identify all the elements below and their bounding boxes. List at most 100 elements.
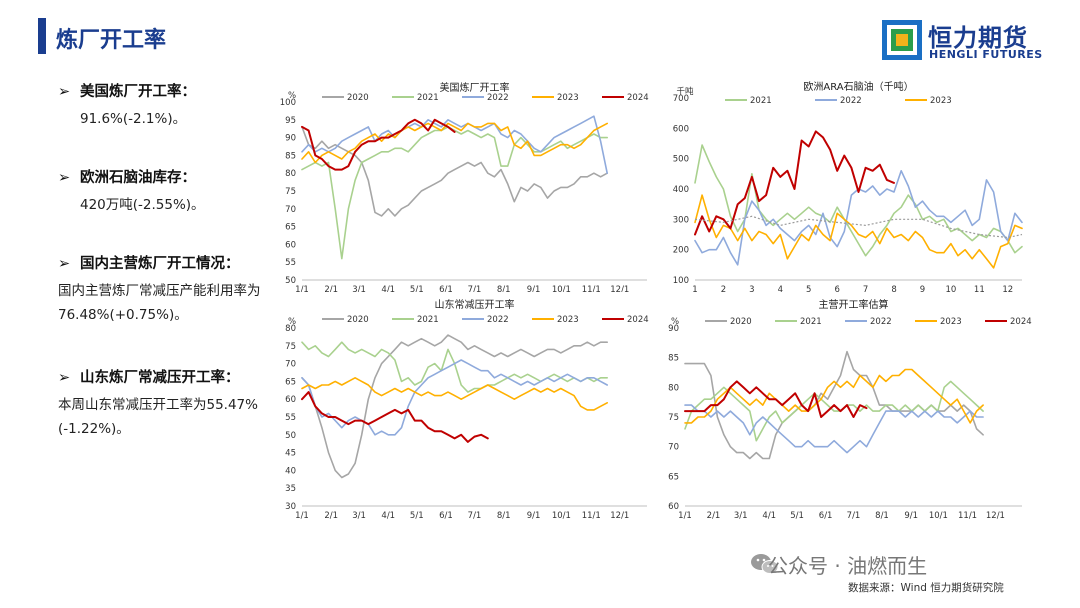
y-tick-label: 60 <box>285 395 296 405</box>
x-tick-label: 10 <box>945 285 956 292</box>
y-tick-label: 65 <box>285 223 296 233</box>
x-tick-label: 5 <box>806 285 811 292</box>
y-tick-label: 65 <box>285 377 296 387</box>
legend-label: 2023 <box>557 93 579 103</box>
x-tick-label: 9/1 <box>527 285 541 292</box>
x-tick-label: 9/1 <box>904 511 918 521</box>
x-tick-label: 11/1 <box>582 511 601 521</box>
x-tick-label: 9/1 <box>527 511 541 521</box>
series-line-2023 <box>301 377 609 411</box>
legend-label: 2021 <box>417 93 439 103</box>
x-tick-label: 4 <box>778 285 783 292</box>
arrow-bullet-icon: ➢ <box>58 256 71 272</box>
x-tick-label: 4/1 <box>381 511 395 521</box>
legend-label: 2021 <box>800 317 822 327</box>
x-tick-label: 1/1 <box>678 511 692 521</box>
legend-label: 2024 <box>1010 317 1032 327</box>
legend-label: 2023 <box>557 315 579 325</box>
x-tick-label: 3/1 <box>352 511 366 521</box>
y-tick-label: 60 <box>285 240 296 250</box>
x-tick-label: 12/1 <box>610 511 629 521</box>
bullet-us-refinery: ➢ 美国炼厂开工率： 91.6%(-2.1%)。 <box>58 80 288 131</box>
x-tick-label: 12/1 <box>610 285 629 292</box>
series-line-2022 <box>301 115 609 174</box>
y-tick-label: 80 <box>285 169 296 179</box>
chart-eu-naphtha-stock: 欧洲ARA石脑油（千吨） 千吨 100 200 300 400 500 600 700 1 2 3 4 5… <box>655 80 1035 292</box>
x-tick-label: 6/1 <box>819 511 833 521</box>
series-line-2024 <box>684 380 868 418</box>
watermark-text: 公众号 · 油燃而生 <box>768 554 928 578</box>
x-tick-label: 10/1 <box>552 511 571 521</box>
y-tick-label: 70 <box>668 443 679 453</box>
chart-svg: 主营开工率估算% 60 65 70 75 80 85 90 1/1 2/1 3/1 4/1 5/1 6/1… <box>668 298 1032 521</box>
y-tick-label: 60 <box>668 502 679 512</box>
bullet-domestic-refinery: ➢ 国内主营炼厂开工情况： 国内主营炼厂常减压产能利用率为76.48%(+0.75… <box>58 252 288 327</box>
company-logo: 恒力期货 HENGLI FUTURES <box>882 20 1052 66</box>
x-tick-label: 3/1 <box>352 285 366 292</box>
series-line-2023 <box>694 194 1023 269</box>
wechat-icon <box>751 554 779 574</box>
bullet-shandong-refinery: ➢ 山东炼厂常减压开工率： 本周山东常减压开工率为55.47%(-1.22%)。 <box>58 366 288 441</box>
page-title: 炼厂开工率 <box>56 28 167 53</box>
chart-us-refinery-rate: 美国炼厂开工率% 50 55 60 65 70 75 80 85 90 95 100 1/1 2/1 3/1… <box>262 80 657 292</box>
logo-english-name: HENGLI FUTURES <box>929 48 1043 61</box>
x-tick-label: 1 <box>692 285 697 292</box>
x-tick-label: 2/1 <box>324 511 338 521</box>
y-tick-label: 200 <box>673 246 689 256</box>
series-line-2022 <box>684 404 984 454</box>
series-line-2024 <box>301 391 489 443</box>
x-tick-label: 10/1 <box>929 511 948 521</box>
legend-label: 2023 <box>930 96 952 106</box>
y-tick-label: 600 <box>673 124 689 134</box>
x-tick-label: 1/1 <box>295 285 309 292</box>
x-tick-label: 6/1 <box>439 285 453 292</box>
x-tick-label: 3/1 <box>734 511 748 521</box>
x-tick-label: 3 <box>749 285 754 292</box>
x-tick-label: 10/1 <box>552 285 571 292</box>
y-axis-label: 千吨 <box>676 86 694 97</box>
x-tick-label: 4/1 <box>381 285 395 292</box>
bullet-body: 91.6%(-2.1%)。 <box>80 111 187 127</box>
x-tick-label: 2 <box>721 285 726 292</box>
y-axis-label: % <box>288 317 296 327</box>
y-axis-label: % <box>671 317 679 327</box>
x-tick-label: 7 <box>863 285 868 292</box>
y-tick-label: 75 <box>285 187 296 197</box>
bullet-heading: 山东炼厂常减压开工率： <box>80 370 240 386</box>
y-tick-label: 80 <box>285 324 296 334</box>
chart-state-refinery-rate: 主营开工率估算% 60 65 70 75 80 85 90 1/1 2/1 3/1 4/1 5/1 6/1… <box>655 298 1035 528</box>
chart-svg: 美国炼厂开工率% 50 55 60 65 70 75 80 85 90 95 100 1/1 2/1 3/1… <box>280 81 649 292</box>
arrow-bullet-icon: ➢ <box>58 370 71 386</box>
series-line-2024 <box>694 130 895 236</box>
series-line-2021 <box>694 144 1023 257</box>
y-tick-label: 35 <box>285 484 296 494</box>
x-tick-label: 7/1 <box>468 511 482 521</box>
series-line-2023 <box>301 122 609 164</box>
y-tick-label: 55 <box>285 413 296 423</box>
y-tick-label: 100 <box>280 98 296 108</box>
y-tick-label: 400 <box>673 185 689 195</box>
legend-label: 2021 <box>417 315 439 325</box>
x-tick-label: 4/1 <box>762 511 776 521</box>
x-tick-label: 11 <box>974 285 985 292</box>
data-source-text: 数据来源：Wind 恒力期货研究院 <box>848 582 1004 594</box>
x-tick-label: 8/1 <box>875 511 889 521</box>
y-axis-label: % <box>288 91 296 101</box>
bullet-body: 本周山东常减压开工率为55.47%(-1.22%)。 <box>58 397 258 437</box>
x-tick-label: 9 <box>920 285 925 292</box>
x-tick-label: 7/1 <box>468 285 482 292</box>
y-tick-label: 40 <box>285 466 296 476</box>
legend-label: 2020 <box>347 315 369 325</box>
bullet-heading: 国内主营炼厂开工情况： <box>80 256 240 272</box>
chart-title: 美国炼厂开工率 <box>440 81 510 94</box>
y-tick-label: 500 <box>673 155 689 165</box>
y-tick-label: 50 <box>285 431 296 441</box>
legend-label: 2024 <box>627 93 649 103</box>
arrow-bullet-icon: ➢ <box>58 170 71 186</box>
y-tick-label: 75 <box>285 342 296 352</box>
logo-mark-icon <box>882 20 922 60</box>
series-line-2021 <box>301 341 609 393</box>
y-tick-label: 85 <box>668 354 679 364</box>
legend-label: 2020 <box>730 317 752 327</box>
